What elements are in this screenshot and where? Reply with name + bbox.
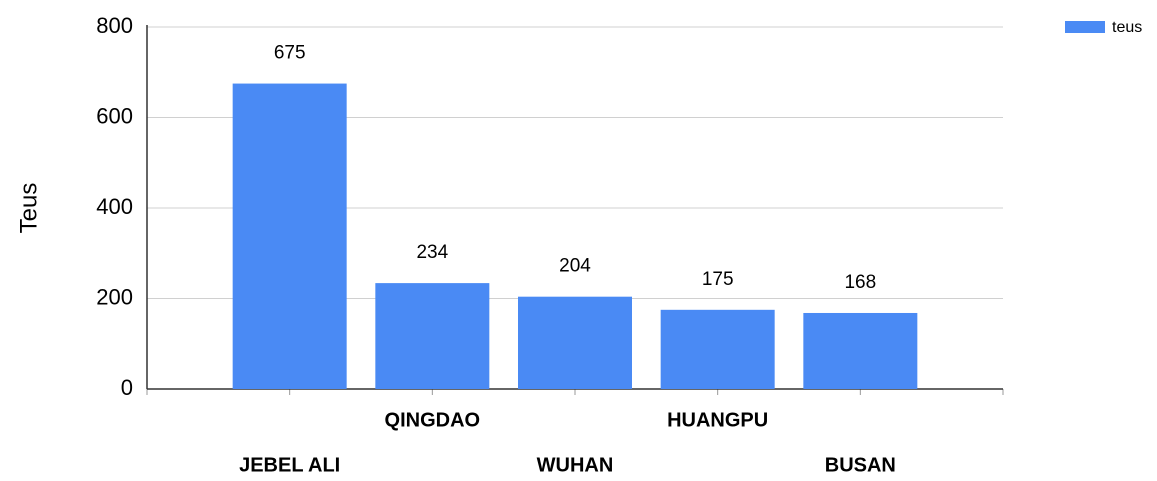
x-tick-label: HUANGPU: [667, 409, 768, 431]
data-label: 675: [274, 43, 306, 64]
y-tick-label: 400: [96, 194, 133, 219]
bar: [375, 283, 490, 389]
y-tick-label: 0: [121, 375, 133, 400]
x-tick-label: WUHAN: [537, 454, 614, 476]
bar: [232, 83, 347, 389]
data-label: 175: [702, 269, 734, 290]
data-label: 168: [844, 272, 876, 293]
bar: [660, 309, 775, 389]
bar: [518, 296, 632, 389]
y-tick-label: 600: [96, 103, 133, 128]
x-tick-label: JEBEL ALI: [239, 454, 340, 476]
data-label: 204: [559, 256, 591, 277]
y-axis-label: Teus: [15, 183, 42, 234]
y-tick-label: 800: [96, 13, 133, 38]
x-tick-label: QINGDAO: [385, 409, 481, 431]
legend-label: teus: [1112, 19, 1142, 36]
data-label: 234: [416, 242, 448, 263]
bar: [803, 312, 918, 389]
y-tick-label: 200: [96, 284, 133, 309]
x-tick-label: BUSAN: [825, 454, 896, 476]
legend-swatch: [1065, 21, 1105, 33]
